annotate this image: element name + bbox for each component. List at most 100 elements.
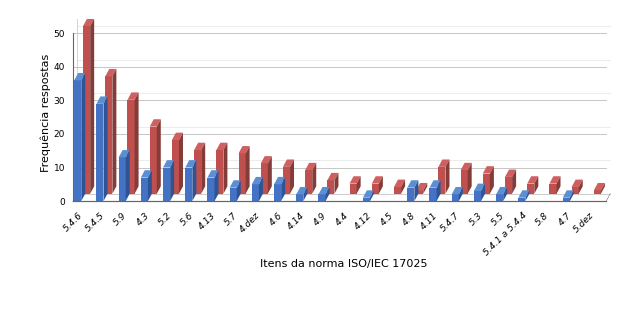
Polygon shape [127,100,135,194]
Polygon shape [303,187,307,201]
Polygon shape [305,170,312,194]
Polygon shape [452,194,459,201]
Polygon shape [185,167,192,201]
Polygon shape [274,177,285,184]
Polygon shape [97,104,104,201]
Polygon shape [572,180,583,187]
Polygon shape [363,190,374,198]
Polygon shape [179,133,183,194]
Polygon shape [579,180,583,194]
Polygon shape [550,184,556,194]
Polygon shape [335,173,338,194]
X-axis label: Itens da norma ISO/IEC 17025: Itens da norma ISO/IEC 17025 [259,259,427,269]
Polygon shape [141,177,148,201]
Polygon shape [518,190,529,198]
Polygon shape [372,176,383,184]
Polygon shape [194,143,205,150]
Polygon shape [74,80,81,201]
Polygon shape [527,176,538,184]
Polygon shape [312,163,316,194]
Polygon shape [207,177,214,201]
Polygon shape [252,177,263,184]
Polygon shape [172,140,179,194]
Polygon shape [483,166,494,174]
Polygon shape [238,154,245,194]
Polygon shape [83,26,90,194]
Polygon shape [170,160,174,201]
Polygon shape [245,146,249,194]
Polygon shape [474,191,481,201]
Polygon shape [407,180,418,188]
Polygon shape [148,170,152,201]
Polygon shape [572,187,579,194]
Polygon shape [296,194,303,201]
Polygon shape [223,143,228,194]
Polygon shape [106,69,116,76]
Polygon shape [126,150,130,201]
Polygon shape [416,183,427,190]
Polygon shape [274,184,281,201]
Polygon shape [149,127,157,194]
Polygon shape [527,184,534,194]
Polygon shape [135,92,139,194]
Polygon shape [525,190,529,201]
Polygon shape [238,146,249,154]
Polygon shape [214,170,219,201]
Polygon shape [556,176,560,194]
Polygon shape [438,159,450,167]
Polygon shape [216,143,228,150]
Polygon shape [416,190,424,194]
Polygon shape [357,176,361,194]
Polygon shape [429,180,441,188]
Polygon shape [496,194,503,201]
Polygon shape [104,96,107,201]
Polygon shape [601,183,605,194]
Polygon shape [481,184,485,201]
Polygon shape [281,177,285,201]
Polygon shape [230,180,241,188]
Polygon shape [268,156,272,194]
Polygon shape [460,170,467,194]
Polygon shape [290,159,294,194]
Y-axis label: Frequência respostas: Frequência respostas [40,53,51,172]
Polygon shape [438,167,445,194]
Polygon shape [415,180,418,201]
Polygon shape [237,180,241,201]
Polygon shape [460,163,472,170]
Polygon shape [185,160,197,167]
Polygon shape [163,167,170,201]
Polygon shape [216,150,223,194]
Polygon shape [370,190,374,201]
Polygon shape [113,69,116,194]
Polygon shape [118,157,126,201]
Polygon shape [512,169,516,194]
Polygon shape [97,96,107,104]
Polygon shape [74,73,85,80]
Polygon shape [445,159,450,194]
Polygon shape [90,19,94,194]
Polygon shape [283,159,294,167]
Polygon shape [319,187,329,194]
Polygon shape [118,150,130,157]
Polygon shape [261,156,272,164]
Polygon shape [201,143,205,194]
Polygon shape [127,92,139,100]
Polygon shape [207,170,219,177]
Polygon shape [594,190,601,194]
Polygon shape [570,190,574,201]
Polygon shape [296,187,307,194]
Polygon shape [372,184,379,194]
Polygon shape [328,173,338,180]
Polygon shape [350,184,357,194]
Polygon shape [328,180,335,194]
Polygon shape [157,119,161,194]
Polygon shape [401,180,405,194]
Polygon shape [505,169,516,177]
Polygon shape [563,190,574,198]
Polygon shape [436,180,441,201]
Polygon shape [141,170,152,177]
Polygon shape [252,184,259,201]
Polygon shape [379,176,383,194]
Polygon shape [192,160,197,201]
Polygon shape [503,187,508,201]
